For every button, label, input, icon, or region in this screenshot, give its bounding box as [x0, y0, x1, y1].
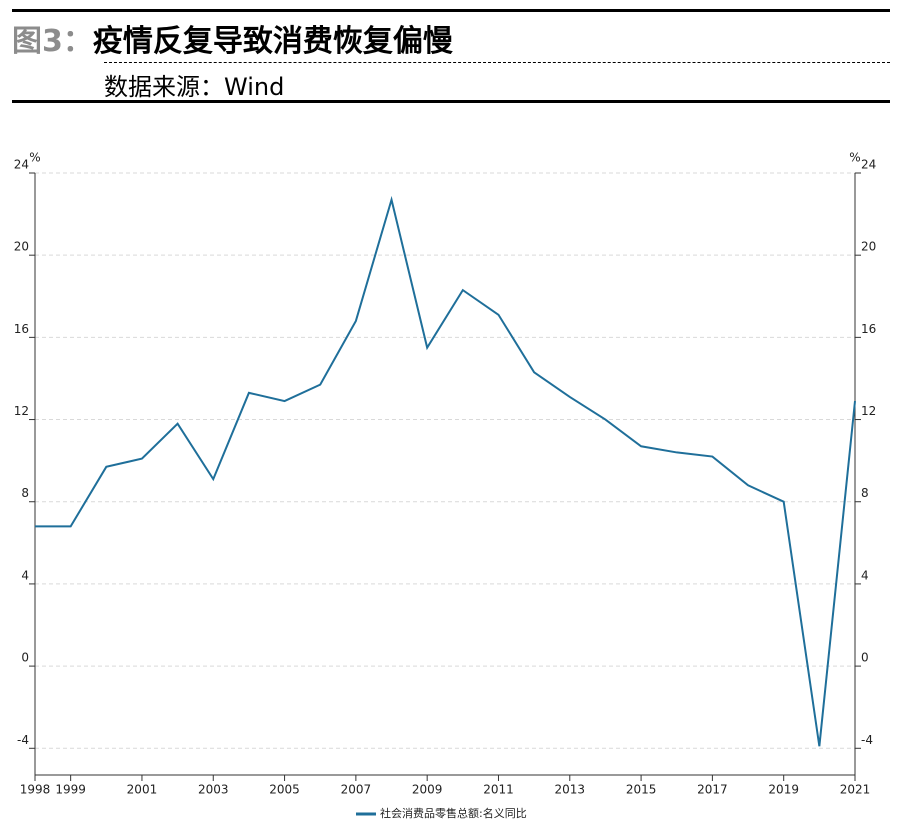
title-row: 图3：疫情反复导致消费恢复偏慢	[12, 16, 453, 60]
x-tick-label: 2015	[626, 783, 657, 797]
y-tick-label: 20	[14, 240, 29, 254]
x-tick-label: 2021	[840, 783, 871, 797]
figure-label: 图3：	[12, 24, 93, 59]
x-tick-label: 2001	[127, 783, 158, 797]
x-tick-label: 1999	[55, 783, 86, 797]
dashed-rule	[104, 62, 890, 63]
bottom-rule	[12, 100, 890, 103]
y-tick-label: 24	[14, 158, 29, 172]
source: 数据来源：Wind	[104, 73, 285, 101]
y-tick-label: 4	[21, 568, 29, 582]
y2-tick-label: 0	[861, 651, 869, 665]
y2-tick-label: 20	[861, 240, 876, 254]
y2-tick-label: -4	[861, 733, 873, 747]
y2-tick-label: 24	[861, 158, 876, 172]
y-tick-label: 8	[21, 486, 29, 500]
top-rule	[12, 9, 890, 12]
line	[35, 195, 856, 747]
chart: % % -4 0 4 8 12 16 20 24 -4 0 4 8 12 16 20 24 1998 1999 20…	[14, 151, 877, 821]
x-tick-label: 2007	[341, 783, 372, 797]
x-tick-label: 2019	[768, 783, 799, 797]
legend-label: 社会消费品零售总额:名义同比	[380, 806, 527, 820]
x-tick-label: 2009	[412, 783, 443, 797]
y-tick-label: 12	[14, 404, 29, 418]
y-tick-label: -4	[17, 733, 29, 747]
y-tick-label: 16	[14, 322, 29, 336]
header: 图3：疫情反复导致消费恢复偏慢 数据来源：Wind	[0, 0, 900, 110]
y-unit: %	[29, 151, 40, 165]
x-tick-label: 2005	[269, 783, 300, 797]
x-tick-label: 1998	[20, 783, 51, 797]
y2-tick-label: 8	[861, 486, 869, 500]
x-tick-label: 2017	[697, 783, 728, 797]
y2-tick-label: 4	[861, 568, 869, 582]
chart-title: 疫情反复导致消费恢复偏慢	[92, 24, 453, 59]
y-tick-label: 0	[21, 651, 29, 665]
y2-unit: %	[849, 151, 860, 165]
x-tick-label: 2003	[198, 783, 229, 797]
x-tick-label: 2011	[483, 783, 514, 797]
y2-tick-label: 16	[861, 322, 876, 336]
y2-tick-label: 12	[861, 404, 876, 418]
x-tick-label: 2013	[555, 783, 586, 797]
